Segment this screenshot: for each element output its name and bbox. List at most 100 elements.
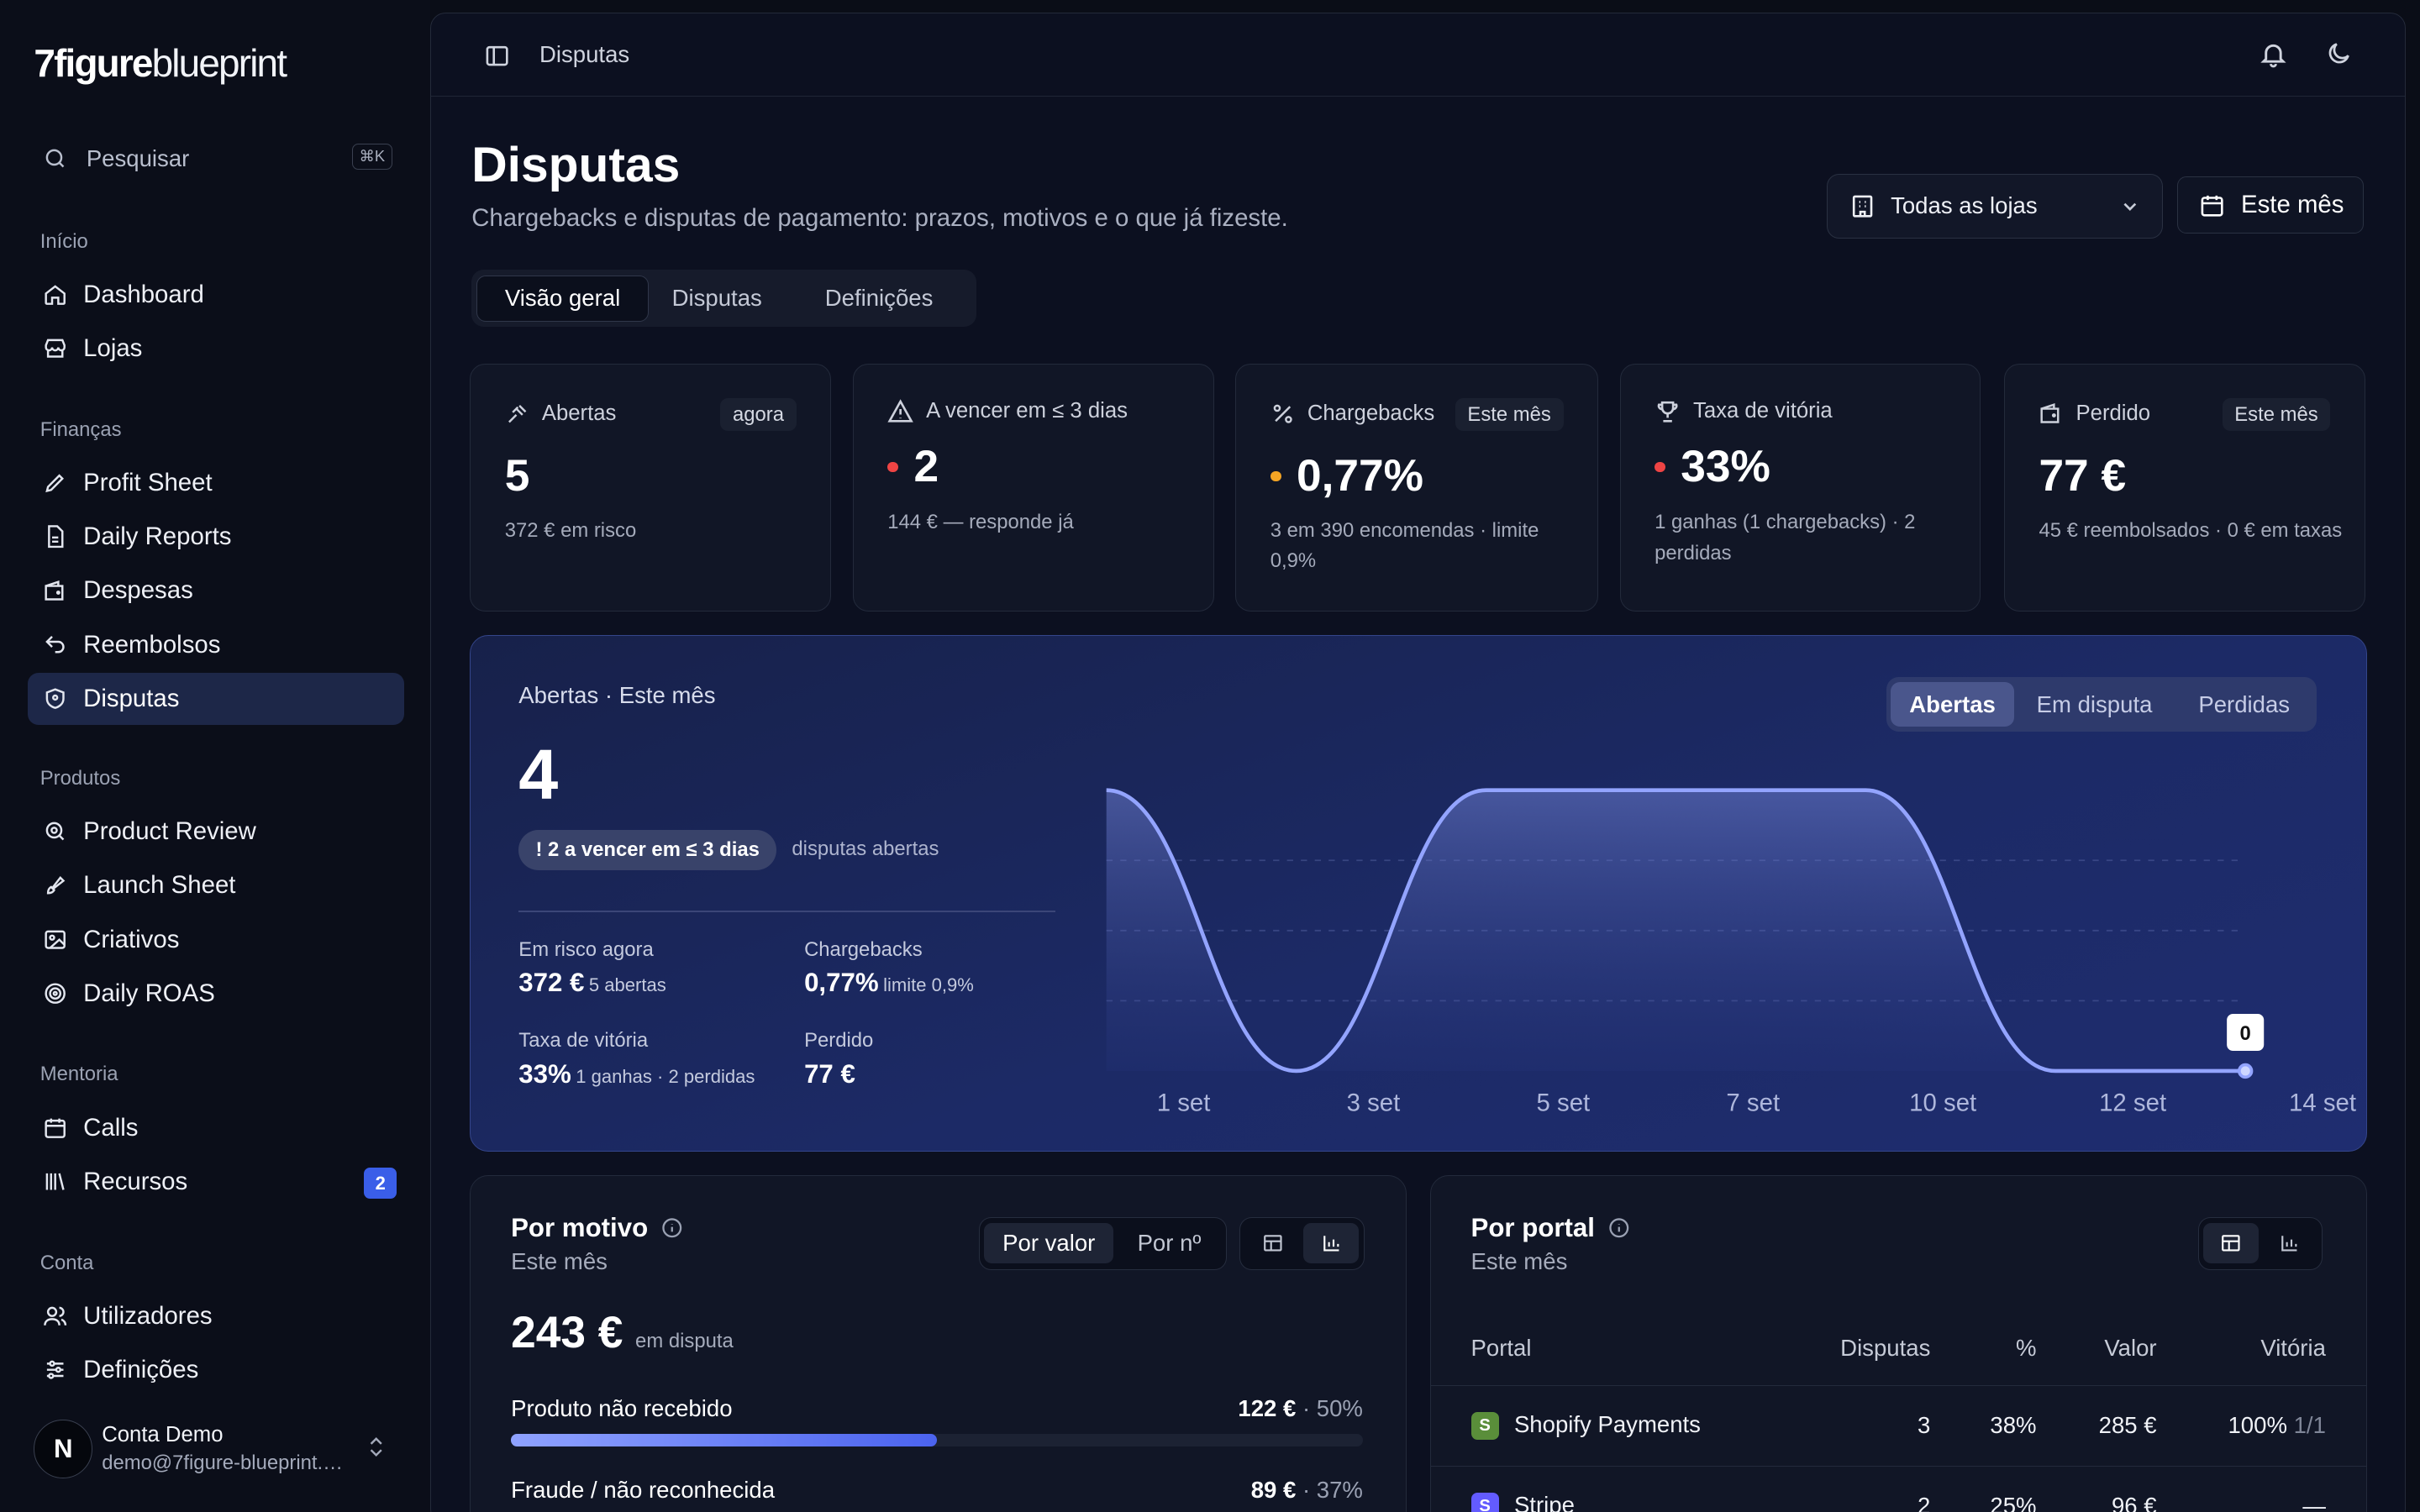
data-point[interactable]: [2238, 1063, 2254, 1079]
moon-icon[interactable]: [2325, 39, 2353, 67]
chart-big-value: 4: [518, 735, 559, 815]
trophy-icon: [1657, 401, 1678, 423]
table-row[interactable]: S Shopify Payments 3 38% 285 € 100% 1/1: [1430, 1385, 2366, 1467]
segment-em-disputa[interactable]: Em disputa: [2036, 690, 2153, 717]
library-icon: [46, 1173, 66, 1190]
due-soon-note: disputas abertas: [792, 837, 939, 861]
table-icon: [1263, 1235, 1282, 1252]
column-header[interactable]: Portal: [1430, 1311, 1812, 1386]
file-icon: [48, 525, 64, 549]
kpi-head: Perdido: [2039, 402, 2150, 426]
page-title: Disputas: [471, 137, 681, 192]
chart-tooltip: 0: [2227, 1013, 2265, 1051]
building-icon: [1852, 195, 1872, 218]
sidebar-item-label: Disputas: [83, 685, 180, 713]
sidebar-item-label: Definições: [83, 1355, 199, 1383]
mini-stat-note: limite 0,9%: [883, 974, 974, 996]
chart-view-button[interactable]: [2262, 1223, 2317, 1263]
sidebar-item-daily-reports[interactable]: Daily Reports: [28, 511, 404, 563]
mini-stat-value: 33%: [518, 1058, 571, 1089]
chart-series-toggle: Abertas Em disputa Perdidas: [1886, 677, 2317, 732]
sidebar-item-profit-sheet[interactable]: Profit Sheet: [28, 457, 404, 509]
sidebar-item-label: Calls: [83, 1113, 139, 1142]
sidebar-toggle-icon[interactable]: [484, 43, 510, 69]
mini-stat-perdido: Perdido 77 €: [804, 1029, 873, 1089]
table-row[interactable]: S Stripe 2 25% 96 € —: [1430, 1466, 2366, 1512]
brand-logo[interactable]: 7figureblueprint: [34, 40, 287, 86]
logo-bold: 7figure: [34, 40, 153, 85]
kpi-value-text: 33%: [1681, 442, 1770, 492]
panel-subtitle: Este mês: [1470, 1248, 1568, 1275]
reason-name: Fraude / não reconhecida: [511, 1476, 776, 1503]
toggle-por-valor[interactable]: Por valor: [984, 1222, 1114, 1263]
view-tabs: Visão geral Disputas Definições: [471, 269, 976, 327]
portal-table: Portal Disputas % Valor Vitória S Shopify…: [1430, 1311, 2366, 1512]
sidebar-item-calls[interactable]: Calls: [28, 1101, 404, 1153]
user-name: Conta Demo: [102, 1422, 224, 1446]
kpi-sub: 45 € reembolsados · 0 € em taxas: [2039, 518, 2343, 542]
reasons-panel: Por motivo Este mês Por valor Por nº 243…: [470, 1174, 1407, 1512]
period-select[interactable]: Este mês: [2176, 176, 2364, 234]
pct-cell: 25%: [1970, 1466, 2077, 1512]
sidebar-item-despesas[interactable]: Despesas: [28, 564, 404, 617]
tab-visao-geral[interactable]: Visão geral: [476, 275, 650, 323]
status-dot: [1270, 470, 1281, 482]
topbar: Disputas: [431, 13, 2406, 97]
search-shortcut: ⌘K: [352, 143, 392, 171]
sidebar-item-label: Recursos: [83, 1167, 188, 1195]
sidebar-item-lojas[interactable]: Lojas: [28, 323, 404, 375]
info-icon[interactable]: [1607, 1216, 1631, 1240]
kpi-value-text: 0,77%: [1296, 451, 1423, 501]
x-tick-label: 12 set: [2099, 1089, 2166, 1117]
section-inicio: Início: [39, 229, 88, 253]
main-panel: Disputas Disputas Chargebacks e disputas…: [430, 12, 2407, 1512]
reason-row: Fraude / não reconhecida 89 € · 37%: [511, 1476, 1363, 1503]
pct-cell: 38%: [1970, 1385, 2077, 1467]
segment-abertas[interactable]: Abertas: [1891, 681, 2015, 727]
sidebar-item-utilizadores[interactable]: Utilizadores: [28, 1289, 404, 1341]
sidebar-item-recursos[interactable]: Recursos 2: [28, 1156, 404, 1208]
column-header[interactable]: Disputas: [1811, 1311, 1971, 1386]
search-button[interactable]: Pesquisar ⌘K: [28, 133, 404, 185]
sidebar-item-daily-roas[interactable]: Daily ROAS: [28, 968, 404, 1020]
toggle-por-numero[interactable]: Por nº: [1137, 1229, 1202, 1256]
bar-chart-icon: [2281, 1236, 2297, 1252]
chart-view-button[interactable]: [1303, 1222, 1360, 1263]
sidebar-item-label: Criativos: [83, 925, 180, 953]
bell-icon[interactable]: [2259, 39, 2288, 69]
column-header[interactable]: %: [1970, 1311, 2077, 1386]
tab-definicoes[interactable]: Definições: [824, 285, 934, 312]
store-icon: [45, 339, 66, 359]
kpi-label: Abertas: [541, 401, 617, 425]
kpi-sub: 1 ganhas (1 chargebacks) · 2 perdidas: [1655, 511, 1916, 565]
kpi-card-perdido: Perdido Este mês 77 € 45 € reembolsados …: [2004, 363, 2365, 612]
mini-stat-value: 0,77%: [804, 968, 879, 998]
column-header[interactable]: Vitória: [2196, 1311, 2366, 1386]
mini-stat-em-risco: Em risco agora 372 €5 abertas: [518, 938, 666, 998]
segment-perdidas[interactable]: Perdidas: [2198, 690, 2291, 717]
x-tick-label: 3 set: [1347, 1089, 1401, 1117]
calendar-icon: [45, 1118, 66, 1138]
sidebar-item-launch-sheet[interactable]: Launch Sheet: [28, 859, 404, 911]
sidebar-item-disputas[interactable]: Disputas: [28, 672, 405, 726]
table-view-button[interactable]: [2203, 1222, 2260, 1263]
info-icon[interactable]: [660, 1216, 684, 1240]
sidebar-item-definicoes[interactable]: Definições: [28, 1344, 404, 1396]
table-view-button[interactable]: [1245, 1223, 1301, 1263]
sidebar-item-criativos[interactable]: Criativos: [28, 913, 404, 965]
tab-disputas[interactable]: Disputas: [671, 285, 762, 312]
sidebar-item-reembolsos[interactable]: Reembolsos: [28, 619, 404, 671]
disputes-area-chart: 0 1 set 3 set 5 set 7 set 10 set 12 set 14 set: [1107, 788, 2356, 1117]
reason-value: 122 €: [1238, 1394, 1297, 1421]
win-cell: —: [2196, 1466, 2366, 1512]
reason-pct: 37%: [1316, 1476, 1363, 1503]
column-header[interactable]: Valor: [2076, 1311, 2197, 1386]
win-cell: 100% 1/1: [2196, 1385, 2366, 1467]
portal-cell: S Shopify Payments: [1430, 1385, 1812, 1467]
user-menu[interactable]: N Conta Demo demo@7figure-blueprint.com: [34, 1416, 404, 1481]
page-subtitle: Chargebacks e disputas de pagamento: pra…: [471, 204, 1288, 233]
sidebar-item-dashboard[interactable]: Dashboard: [28, 269, 404, 321]
sidebar-item-product-review[interactable]: Product Review: [28, 806, 404, 858]
store-select[interactable]: Todas as lojas: [1826, 173, 2164, 239]
reason-bar: [511, 1434, 1363, 1446]
